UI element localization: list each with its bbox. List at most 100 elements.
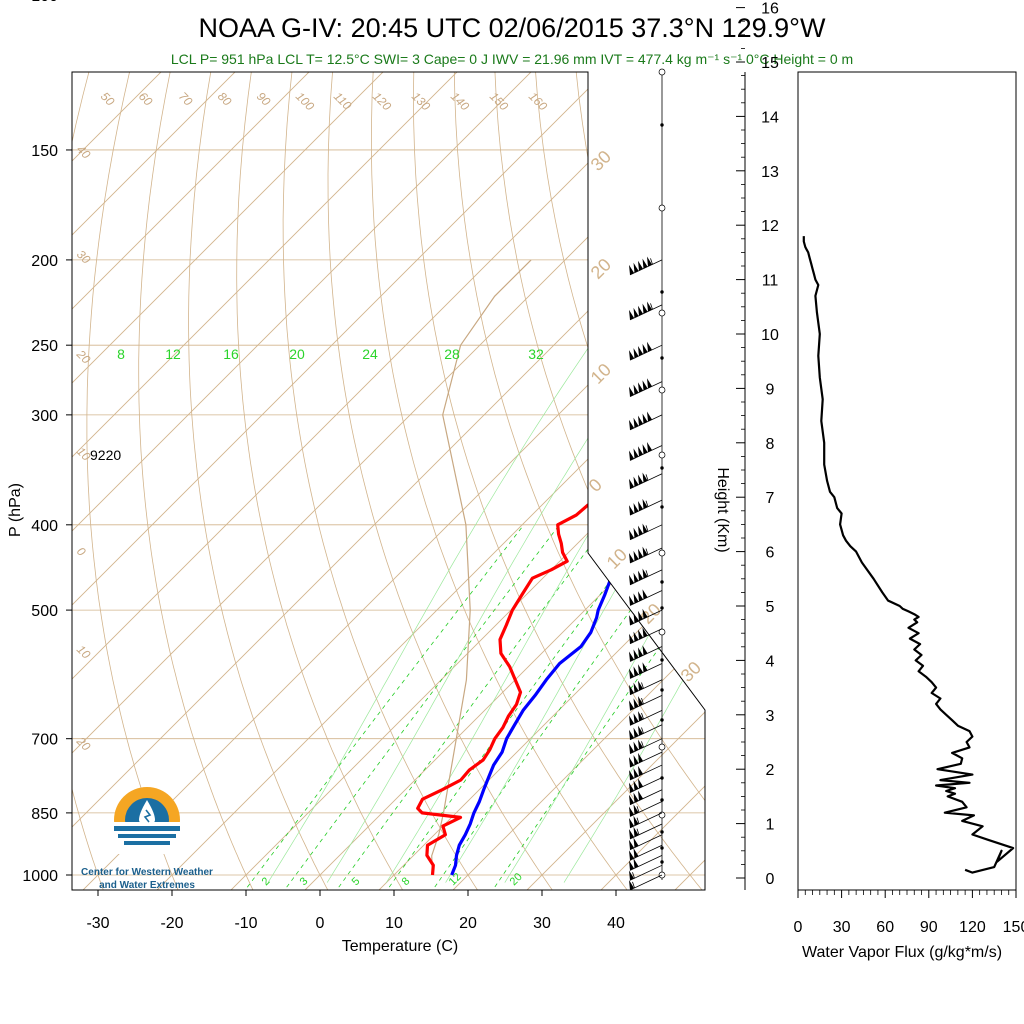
pressure-tick-label: 200 [31, 253, 58, 270]
wind-barb-flag [638, 345, 643, 356]
height-tick-label: 4 [766, 653, 775, 670]
wind-column-dot [660, 846, 664, 850]
height-tick-label: 6 [766, 545, 775, 562]
logo-bolt-icon [143, 809, 152, 823]
wind-barb-flag [638, 680, 643, 691]
wind-barb-flag [638, 591, 643, 602]
wind-barb-flag [642, 523, 648, 534]
wind-barb-flag [642, 589, 648, 600]
wind-barb-half [641, 712, 644, 720]
isotherm-line [153, 72, 705, 890]
mixing-ratio-label: 28 [444, 346, 460, 362]
dry-adiabat-label: 90 [254, 89, 274, 109]
wind-column-dot [660, 798, 664, 802]
dry-adiabat-line [72, 72, 112, 890]
wind-barb-flag [629, 839, 634, 850]
wind-barb-flag [629, 743, 634, 754]
pressure-tick-label: 250 [31, 338, 58, 355]
wind-barb-flag [633, 503, 639, 514]
wind-barb-flag [647, 341, 652, 352]
wind-barb-shaft [629, 304, 663, 321]
wind-barb-flag [633, 754, 639, 765]
wind-barb-flag [629, 574, 634, 585]
wind-barb-flag [638, 752, 643, 763]
wind-barb-flag [642, 444, 648, 455]
wind-barb-column [629, 68, 666, 891]
wind-barb-flag [633, 804, 639, 815]
wind-barb-half [641, 727, 644, 734]
wind-barb-flag [629, 505, 634, 516]
wind-barb-flag [629, 529, 634, 540]
height-tick-label: 3 [766, 708, 775, 725]
mixing-ratio-label: 32 [528, 346, 544, 362]
dry-adiabat-label: 70 [176, 89, 196, 109]
dry-adiabat-line [138, 72, 256, 890]
wind-barb-shaft [629, 812, 663, 829]
wind-barb-flag [629, 806, 634, 817]
wind-barb-shaft [629, 823, 663, 840]
wind-barb-flag [629, 880, 634, 890]
wind-barb-flag [633, 262, 639, 273]
wind-barb-shaft [629, 724, 663, 741]
wind-barb-shaft [629, 834, 663, 851]
temperature-tick-label: -30 [86, 915, 109, 932]
flux-tick-label: 0 [794, 919, 803, 936]
dry-adiabat-line [762, 0, 1024, 894]
moist-adiabat-line [563, 296, 705, 883]
wind-barb-flag [633, 527, 639, 538]
isotherm-label: 30 [677, 658, 705, 686]
dry-adiabat-line [188, 72, 331, 890]
wind-barb-shaft [629, 864, 663, 881]
wind-barb-flag [633, 384, 639, 395]
wind-barb-flag [629, 817, 634, 828]
moist-adiabat-line [504, 296, 705, 883]
wind-barb-shaft [629, 473, 663, 490]
moist-adiabat-line [267, 296, 625, 883]
wind-barb-flag [638, 696, 643, 707]
wind-barb-flag [633, 858, 639, 869]
flux-tick-label: 150 [1003, 919, 1024, 936]
chart-title: NOAA G-IV: 20:45 UTC 02/06/2015 37.3°N 1… [199, 13, 826, 43]
isotherm-line [449, 72, 705, 890]
wind-barb-flag [638, 739, 643, 750]
wind-barb-flag [647, 256, 652, 267]
height-tick-label: 9 [766, 381, 775, 398]
wind-barb-flag [638, 725, 643, 736]
temperature-tick-label: 20 [459, 915, 477, 932]
mixing-ratio-bottom-label: 5 [350, 875, 363, 888]
wind-barb-flag [633, 698, 639, 709]
isotherm-line [227, 72, 705, 890]
wind-barb-shaft [629, 381, 663, 397]
height-tick-label: 14 [761, 109, 779, 126]
wind-column-dot [660, 718, 664, 722]
temperature-tick-label: 10 [385, 915, 403, 932]
skewt-x-label: Temperature (C) [342, 938, 458, 955]
wind-barb-flag [633, 741, 639, 752]
wind-barb-flag [629, 651, 634, 662]
height-tick-label: 12 [761, 218, 779, 235]
wind-barb-shaft [629, 344, 663, 361]
wind-barb-flag [629, 850, 634, 861]
wind-barb-flag [633, 713, 639, 724]
wind-barb-flag [629, 782, 634, 793]
dry-adiabat-line [282, 72, 481, 890]
wind-barb-flag [629, 770, 634, 781]
wind-barb-flag [633, 631, 639, 642]
pressure-tick-label: 300 [31, 408, 58, 425]
wind-barb-flag [629, 478, 634, 489]
temperature-tick-label: -20 [160, 915, 183, 932]
wind-barb-half [645, 548, 649, 555]
wind-barb-flag [629, 309, 634, 320]
mixing-ratio-line [242, 524, 525, 890]
isotherm-line [375, 72, 705, 890]
wind-barb-shaft [629, 547, 663, 564]
isotherm-label: 10 [587, 360, 615, 388]
wind-barb-flag [638, 647, 643, 658]
wind-barb-flag [647, 378, 652, 389]
mixing-ratio-label: 16 [223, 346, 239, 362]
isotherm-line [72, 72, 705, 890]
isotherm-line [72, 72, 609, 890]
pressure-tick-label: 400 [31, 518, 58, 535]
wind-barb-half [636, 828, 640, 835]
wind-column-dot [660, 860, 664, 864]
